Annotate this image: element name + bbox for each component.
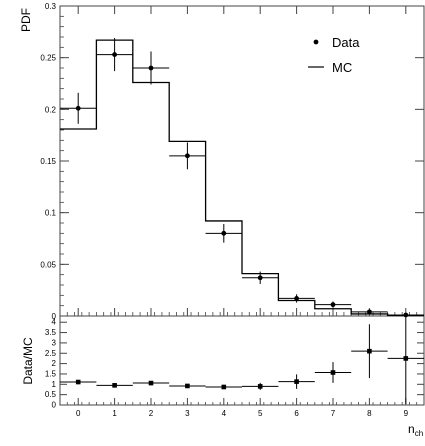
ratio-y-tick-label: 0 (52, 401, 57, 410)
ratio-y-tick-label: 2.5 (45, 349, 57, 358)
ratio-point (257, 384, 263, 389)
data-point (367, 309, 372, 315)
ratio-plot-marks (60, 316, 424, 404)
ratio-y-tick-label: 0.5 (45, 390, 57, 399)
ratio-y-tick-label: 1.5 (45, 369, 57, 378)
main-y-tick-label: 0.15 (40, 157, 56, 166)
main-plot-marks (60, 38, 424, 318)
x-axis-title: nch (408, 422, 423, 438)
ratio-y-tick-label: 3.5 (45, 328, 57, 337)
data-point (294, 296, 299, 301)
x-tick-label: 2 (149, 409, 154, 418)
ratio-point (221, 384, 227, 390)
data-point (257, 275, 263, 281)
x-tick-label: 3 (185, 409, 190, 418)
main-y-tick-label: 0.2 (45, 105, 57, 114)
main-y-tick-label: 0 (52, 312, 57, 321)
data-point (185, 153, 190, 159)
data-point (330, 302, 336, 308)
main-y-tick-label: 0.1 (45, 209, 57, 218)
x-axis-title-main: n (408, 422, 415, 436)
legend-mc-label: MC (332, 60, 352, 75)
x-tick-label: 4 (222, 409, 227, 418)
x-tick-label: 9 (404, 409, 409, 418)
x-tick-label: 6 (294, 409, 299, 418)
mc-step-line (60, 39, 424, 317)
main-ticks: 0 0.05 0.1 0.15 0.2 0.25 0.3 (40, 2, 425, 321)
ratio-point (403, 356, 409, 361)
ratio-point (330, 370, 336, 375)
x-tick-label: 7 (331, 409, 336, 418)
main-y-tick-label: 0.3 (45, 2, 57, 11)
ratio-point (112, 383, 117, 388)
ratio-y-tick-label: 1 (52, 380, 57, 389)
legend: Data MC (308, 35, 360, 75)
ratio-point (148, 380, 154, 386)
x-tick-label: 0 (76, 409, 81, 418)
x-tick-label: 5 (258, 409, 263, 418)
x-tick-label: 8 (367, 409, 372, 418)
ratio-point (185, 383, 190, 389)
data-point (403, 312, 409, 318)
ratio-point (75, 379, 81, 385)
main-y-axis-title: PDF (19, 8, 33, 32)
main-y-tick-label: 0.05 (40, 260, 56, 269)
x-axis-title-subscript: ch (415, 429, 423, 438)
legend-data-label: Data (332, 35, 360, 50)
x-tick-label: 1 (112, 409, 117, 418)
ratio-ticks: 0 1 2 3 4 5 6 7 8 900.511.522.533.54 (45, 318, 425, 418)
ratio-point (294, 379, 299, 384)
ratio-y-tick-label: 4 (52, 318, 57, 327)
main-y-tick-label: 0.25 (40, 54, 56, 63)
data-point (75, 105, 81, 111)
data-point (112, 52, 117, 57)
ratio-y-tick-label: 2 (52, 359, 57, 368)
ratio-y-axis-title: Data/MC (21, 337, 35, 385)
data-point (221, 230, 227, 236)
legend-data-marker (313, 39, 319, 45)
data-point (148, 65, 154, 71)
ratio-y-tick-label: 3 (52, 338, 57, 347)
ratio-point (367, 348, 372, 354)
